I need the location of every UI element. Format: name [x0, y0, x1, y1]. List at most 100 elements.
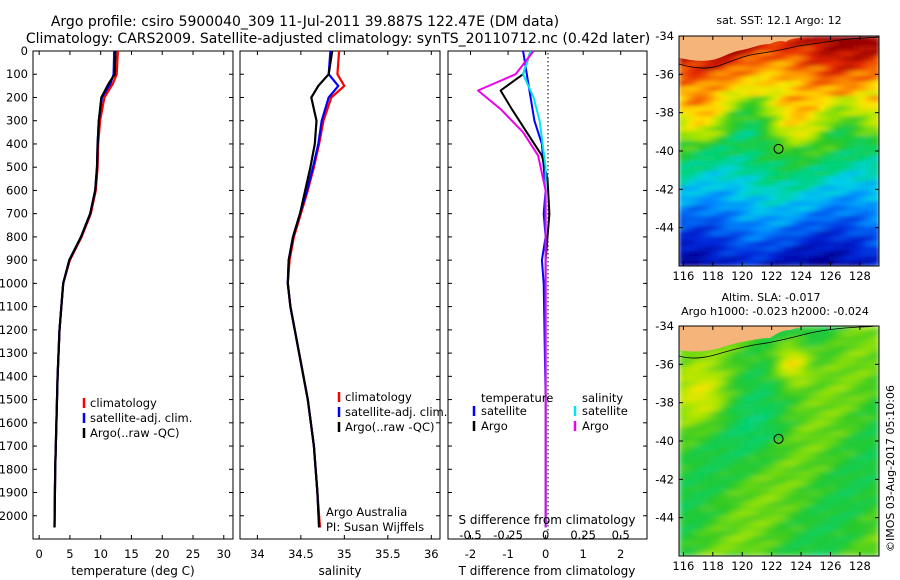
map-cell: [864, 96, 870, 102]
map-cell: [794, 496, 800, 502]
map-cell: [689, 256, 695, 262]
map-cell: [829, 196, 835, 202]
map-cell: [689, 501, 695, 507]
map-cell: [839, 371, 845, 377]
map-cell: [744, 61, 750, 67]
map-cell: [734, 526, 740, 532]
map-cell: [809, 491, 815, 497]
map-cell: [704, 261, 710, 266]
map-cell: [794, 236, 800, 242]
map-cell: [769, 186, 775, 192]
map-cell: [689, 531, 695, 537]
map-cell: [769, 121, 775, 127]
map-cell: [804, 186, 810, 192]
map-cell: [839, 436, 845, 442]
map-cell: [724, 346, 730, 352]
map-cell: [719, 151, 725, 157]
map-cell: [844, 221, 850, 227]
map-cell: [829, 346, 835, 352]
map-cell: [749, 171, 755, 177]
map-cell: [734, 226, 740, 232]
map-cell: [809, 441, 815, 447]
map-cell: [714, 481, 720, 487]
map-cell: [744, 371, 750, 377]
map-cell: [719, 456, 725, 462]
map-cell: [814, 106, 820, 112]
map-cell: [804, 386, 810, 392]
map-cell: [859, 476, 865, 482]
map-cell: [684, 501, 690, 507]
map-cell: [719, 76, 725, 82]
map-cell: [794, 461, 800, 467]
map-cell: [799, 481, 805, 487]
map-cell: [679, 436, 685, 442]
map-cell: [729, 366, 735, 372]
map-cell: [744, 376, 750, 382]
map-cell: [779, 536, 785, 542]
map-cell: [864, 41, 870, 47]
map-cell: [764, 376, 770, 382]
depth-tick-label: 1800: [0, 462, 28, 476]
map-cell: [794, 446, 800, 452]
map-cell: [784, 76, 790, 82]
map-cell: [829, 186, 835, 192]
map-cell: [839, 416, 845, 422]
difference-panel: -2 -1 0 1 2 -0.5 -0.25 0 0.25 0.5 T difference f…: [447, 50, 648, 578]
map-cell: [834, 206, 840, 212]
map-cell: [874, 146, 879, 152]
map-cell: [789, 511, 795, 517]
map-cell: [704, 531, 710, 537]
map-cell: [814, 371, 820, 377]
map-cell: [819, 401, 825, 407]
map-cell: [744, 131, 750, 137]
map-cell: [784, 551, 790, 556]
map-cell: [829, 231, 835, 237]
map-cell: [694, 251, 700, 257]
map-cell: [769, 211, 775, 217]
map-cell: [679, 466, 685, 472]
map-cell: [819, 256, 825, 262]
map-cell: [794, 176, 800, 182]
map-cell: [779, 366, 785, 372]
map-cell: [744, 391, 750, 397]
map-cell: [874, 391, 879, 397]
map-cell: [699, 221, 705, 227]
map-cell: [779, 516, 785, 522]
salinity-axes-box: [239, 50, 441, 540]
map-cell: [844, 471, 850, 477]
map-cell: [764, 551, 770, 556]
map-cell: [814, 96, 820, 102]
map-cell: [694, 211, 700, 217]
map-cell: [769, 361, 775, 367]
map-cell: [854, 181, 860, 187]
map-cell: [754, 61, 760, 67]
map-cell: [804, 141, 810, 147]
map-cell: [774, 456, 780, 462]
map-cell: [849, 196, 855, 202]
map-cell: [774, 141, 780, 147]
map-cell: [709, 136, 715, 142]
map-cell: [874, 551, 879, 556]
map-cell: [764, 106, 770, 112]
map-cell: [869, 231, 875, 237]
map-cell: [729, 356, 735, 362]
map-cell: [814, 121, 820, 127]
map-cell: [849, 496, 855, 502]
map-cell: [699, 261, 705, 266]
map-cell: [829, 131, 835, 137]
map-cell: [804, 436, 810, 442]
map-cell: [854, 411, 860, 417]
map-cell: [809, 236, 815, 242]
map-cell: [864, 81, 870, 87]
map-cell: [864, 156, 870, 162]
map-cell: [789, 451, 795, 457]
map-cell: [799, 126, 805, 132]
map-cell: [854, 421, 860, 427]
map-cell: [724, 446, 730, 452]
map-cell: [734, 481, 740, 487]
map-cell: [704, 516, 710, 522]
map-cell: [834, 506, 840, 512]
map-cell: [874, 401, 879, 407]
map-cell: [759, 526, 765, 532]
map-cell: [859, 376, 865, 382]
